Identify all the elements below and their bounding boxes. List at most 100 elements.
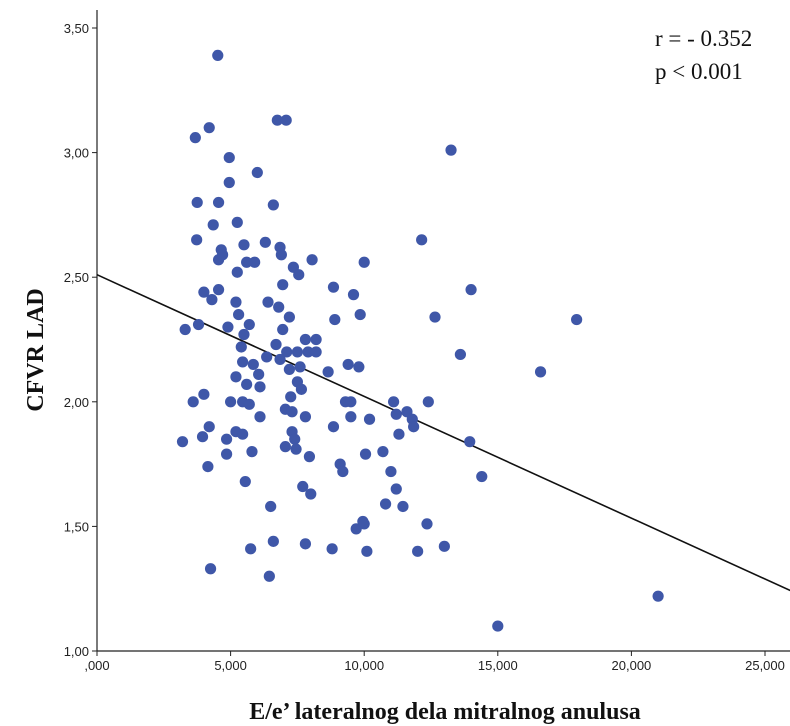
data-point xyxy=(238,328,250,341)
data-point xyxy=(220,448,233,460)
data-point xyxy=(283,311,295,323)
x-tick-label: 25,000 xyxy=(745,658,785,673)
data-point xyxy=(220,433,233,445)
y-tick-label: 2,00 xyxy=(64,395,89,410)
data-point xyxy=(246,446,258,458)
y-tick-label: 2,50 xyxy=(64,270,89,285)
data-point xyxy=(274,353,286,366)
data-point xyxy=(377,446,389,458)
data-point xyxy=(390,483,402,495)
data-point xyxy=(225,396,237,408)
data-point xyxy=(350,523,362,535)
data-point xyxy=(279,441,291,453)
data-point xyxy=(254,381,266,393)
data-point xyxy=(438,540,450,552)
y-tick-label: 1,50 xyxy=(64,519,89,534)
data-point xyxy=(454,348,466,361)
data-point xyxy=(196,431,209,443)
data-point xyxy=(302,346,314,358)
data-point xyxy=(379,498,392,510)
data-point xyxy=(179,323,191,336)
data-point xyxy=(198,388,210,400)
data-point xyxy=(421,518,433,530)
data-point xyxy=(231,216,243,228)
data-point xyxy=(222,321,234,333)
data-point xyxy=(241,256,253,268)
data-point xyxy=(239,475,251,488)
data-point xyxy=(299,538,312,550)
data-point xyxy=(652,590,664,602)
data-point xyxy=(387,396,400,408)
data-point xyxy=(203,421,215,433)
data-point xyxy=(243,398,255,410)
data-point xyxy=(277,323,289,336)
data-point xyxy=(390,408,402,420)
plot-area: ,000 5,000 10,000 15,000 20,000 25,000 1,001,… xyxy=(64,10,790,673)
data-point xyxy=(270,338,282,351)
data-point xyxy=(203,122,215,134)
data-point xyxy=(534,366,547,378)
data-point xyxy=(422,396,434,408)
x-axis-ticks: ,000 5,000 10,000 15,000 20,000 25,000 xyxy=(84,651,785,673)
data-point xyxy=(198,286,210,298)
data-point xyxy=(286,406,298,418)
data-points xyxy=(176,49,664,632)
data-point xyxy=(345,411,357,423)
data-point xyxy=(176,436,189,448)
data-point xyxy=(412,545,424,557)
x-tick-label: ,000 xyxy=(84,658,109,673)
data-point xyxy=(275,249,287,261)
data-point xyxy=(230,371,242,383)
data-point xyxy=(231,266,243,278)
data-point xyxy=(358,256,370,268)
data-point xyxy=(329,313,341,326)
data-point xyxy=(291,346,303,358)
data-point xyxy=(290,443,302,455)
y-tick-label: 1,00 xyxy=(64,644,89,659)
data-point xyxy=(212,49,224,62)
data-point xyxy=(310,346,322,358)
data-point xyxy=(262,296,274,308)
data-point xyxy=(202,460,214,473)
data-point xyxy=(285,391,297,403)
data-point xyxy=(261,351,273,363)
data-point xyxy=(251,166,263,179)
data-point xyxy=(408,421,420,433)
data-point xyxy=(297,480,309,493)
data-point xyxy=(243,318,255,331)
data-point xyxy=(327,281,340,293)
y-tick-label: 3,00 xyxy=(64,146,89,161)
annotation-p: p < 0.001 xyxy=(655,59,743,84)
data-point xyxy=(393,428,405,440)
data-point xyxy=(347,289,360,301)
regression-line xyxy=(96,273,790,592)
x-tick-label: 20,000 xyxy=(612,658,652,673)
data-point xyxy=(326,543,338,555)
data-point xyxy=(237,356,249,368)
data-point xyxy=(299,333,312,346)
data-point xyxy=(429,311,441,323)
x-tick-label: 15,000 xyxy=(478,658,518,673)
data-point xyxy=(397,500,409,513)
data-point xyxy=(342,358,354,371)
data-point xyxy=(385,465,397,478)
data-point xyxy=(230,296,242,308)
data-point xyxy=(207,219,219,231)
y-axis-title: CFVR LAD xyxy=(23,288,49,411)
data-point xyxy=(254,411,266,423)
data-point xyxy=(189,132,201,144)
data-point xyxy=(245,543,257,555)
data-point xyxy=(249,256,261,268)
data-point xyxy=(327,421,340,433)
data-point xyxy=(361,545,373,557)
data-point xyxy=(259,236,271,248)
data-point xyxy=(337,465,349,478)
data-point xyxy=(247,358,259,371)
data-point xyxy=(212,284,225,296)
data-point xyxy=(241,378,253,390)
data-point xyxy=(464,436,476,448)
data-point xyxy=(206,294,218,306)
data-point xyxy=(216,249,229,261)
data-point xyxy=(492,620,504,632)
